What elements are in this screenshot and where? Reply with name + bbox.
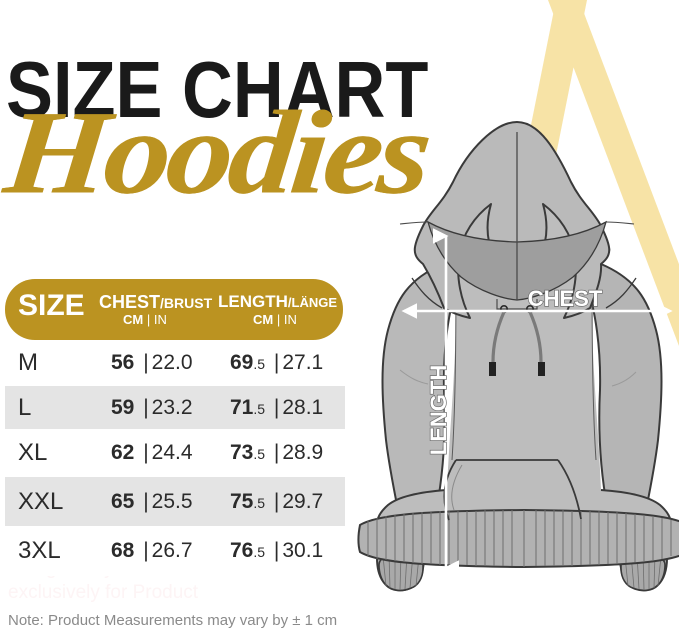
svg-text:CHEST: CHEST <box>528 286 603 311</box>
svg-text:LENGTH: LENGTH <box>426 365 451 455</box>
